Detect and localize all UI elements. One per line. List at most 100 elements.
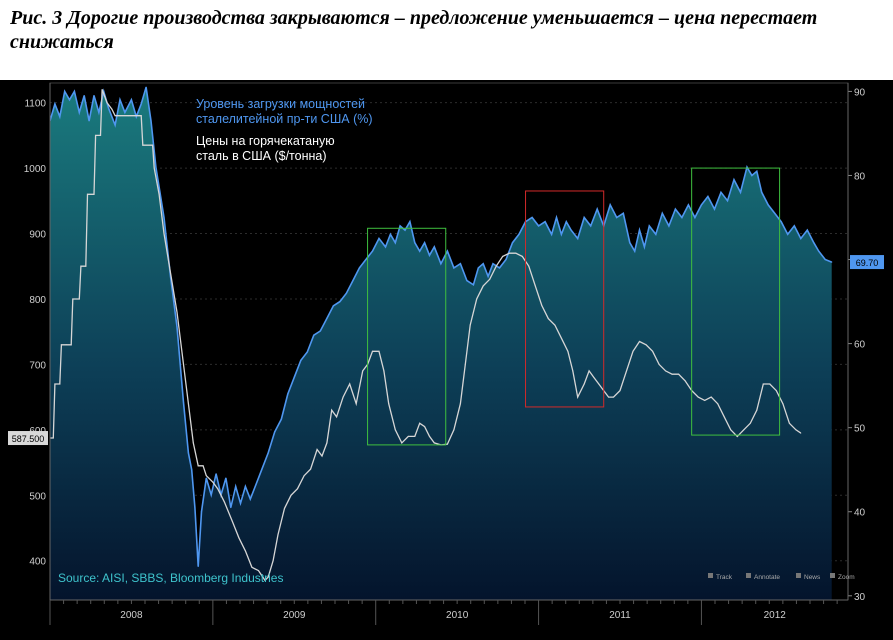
utilization-point: [319, 330, 321, 332]
price-point: [355, 403, 357, 405]
y-right-tick-label: 90: [854, 87, 866, 98]
x-tick-label-2008: 2008: [120, 610, 143, 621]
price-point: [598, 383, 600, 385]
price-point: [800, 432, 802, 434]
price-point: [567, 350, 569, 352]
utilization-point: [733, 179, 735, 181]
toolbar-zoom-button[interactable]: Zoom: [830, 573, 855, 581]
price-point: [212, 481, 214, 483]
price-point: [277, 534, 279, 536]
price-point: [78, 298, 80, 300]
price-point: [684, 380, 686, 382]
utilization-point: [163, 216, 165, 219]
chart-panel: 4005006007008009001000110030405060708090…: [0, 80, 893, 640]
utilization-point: [200, 511, 203, 513]
utilization-point: [767, 204, 769, 206]
price-point: [521, 255, 523, 257]
utilization-point: [54, 103, 56, 105]
toolbar-track-button[interactable]: Track: [708, 573, 733, 581]
price-point: [665, 370, 667, 372]
price-point: [93, 193, 95, 195]
price-point: [424, 426, 426, 428]
price-point: [223, 501, 225, 503]
utilization-point: [505, 258, 507, 261]
price-point: [593, 376, 595, 378]
utilization-point: [466, 279, 468, 282]
x-tick-label-2011: 2011: [609, 610, 631, 621]
y-left-tick-label: 1100: [24, 99, 46, 110]
highlight-boxes: [367, 167, 781, 446]
price-point: [762, 383, 764, 385]
legend-entry: Цены на горячекатаную: [196, 134, 335, 148]
utilization-point: [565, 221, 567, 223]
price-point: [378, 350, 380, 352]
utilization-point: [119, 99, 121, 101]
utilization-point: [629, 242, 631, 244]
utilization-point: [423, 242, 426, 244]
utilization-point: [648, 225, 650, 227]
utilization-point: [326, 317, 328, 319]
toolbar-news-button[interactable]: News: [796, 573, 821, 581]
y-left-tick-label: 700: [29, 360, 46, 371]
utilization-point: [187, 452, 190, 454]
price-point: [257, 570, 259, 572]
highlight-box-1: [367, 227, 447, 446]
y-right-tick-label: 80: [854, 171, 866, 182]
price-point: [560, 337, 562, 339]
utilization-point: [813, 242, 815, 244]
price-point: [170, 272, 172, 274]
utilization-point: [824, 258, 826, 261]
utilization-point: [687, 204, 690, 206]
utilization-point: [622, 212, 624, 214]
legend: Уровень загрузки мощностейсталелитейной …: [196, 97, 373, 163]
y-left-tick-label: 400: [29, 557, 46, 568]
utilization-point: [806, 229, 808, 231]
price-point: [608, 396, 610, 398]
utilization-point: [674, 208, 676, 210]
utilization-point: [668, 225, 670, 227]
price-point: [231, 520, 233, 522]
price-point: [541, 305, 543, 307]
utilization-point: [634, 250, 636, 252]
price-point: [502, 255, 504, 257]
price-point: [371, 350, 373, 352]
legend-entry: сталь в США ($/тонна): [196, 149, 327, 163]
utilization-point: [358, 267, 361, 269]
price-point: [730, 429, 732, 431]
price-point: [476, 298, 478, 300]
legend-entry: Уровень загрузки мощностей: [196, 97, 365, 111]
price-point: [446, 443, 448, 445]
utilization-point: [661, 212, 663, 214]
utilization-point: [492, 263, 494, 265]
toolbar-news-icon: [796, 573, 801, 578]
highlight-box-2: [525, 190, 605, 408]
utilization-point: [239, 502, 242, 504]
utilization-point: [287, 393, 289, 395]
price-point: [508, 252, 510, 254]
price-point: [671, 373, 673, 375]
toolbar-annotate-button[interactable]: Annotate: [746, 573, 780, 581]
toolbar-annotate-icon: [746, 573, 751, 578]
utilization-point: [274, 431, 276, 433]
utilization-point: [818, 250, 820, 252]
price-point: [769, 383, 771, 385]
price-point: [101, 89, 103, 91]
utilization-point: [459, 263, 461, 265]
utilization-point: [59, 116, 61, 118]
utilization-point: [197, 565, 199, 567]
plot-marks: [50, 86, 833, 600]
price-point: [619, 390, 621, 392]
utilization-point: [130, 99, 133, 101]
chart-toolbar[interactable]: Track Annotate News Zoom: [708, 573, 855, 581]
utilization-point: [389, 233, 391, 235]
price-point: [134, 115, 136, 117]
utilization-point: [378, 237, 380, 240]
utilization-point: [73, 90, 76, 93]
utilization-point: [254, 485, 256, 488]
utilization-point: [793, 225, 795, 227]
utilization-point: [399, 225, 401, 227]
utilization-point: [787, 233, 789, 235]
toolbar-label: News: [804, 574, 821, 581]
y-left-tick-label: 1000: [24, 164, 47, 175]
axes: 4005006007008009001000110030405060708090…: [8, 83, 884, 625]
